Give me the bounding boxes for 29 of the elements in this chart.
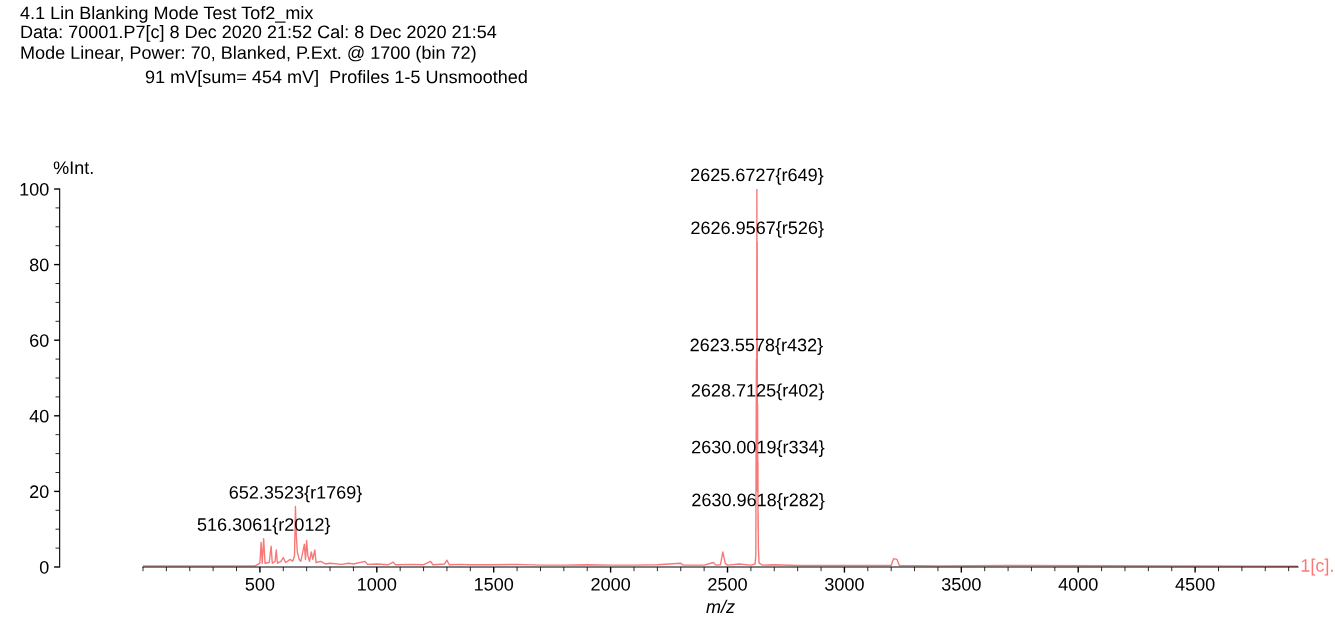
annotation: 652.3523{r1769} — [229, 485, 362, 503]
x-tick-label: 1000 — [358, 577, 397, 591]
annotation: 2623.5578{r432} — [690, 338, 823, 355]
x-tick-label: 2000 — [591, 577, 630, 591]
annotation: 2628.7125{r402} — [691, 383, 825, 401]
y-tick-label: 20 — [30, 485, 49, 499]
annotation: 2625.6727{r649} — [691, 168, 824, 185]
y-axis-title: %Int. — [53, 161, 93, 175]
x-tick-label: 3500 — [941, 577, 981, 591]
x-tick-label: 4000 — [1058, 577, 1098, 591]
annotation: 2626.9567{r526} — [691, 220, 824, 238]
y-tick-label: 40 — [29, 409, 49, 423]
x-tick-label: 500 — [245, 577, 275, 591]
x-tick-label: 3000 — [825, 577, 864, 591]
x-tick-label: 4500 — [1175, 577, 1215, 591]
y-tick-label: 100 — [20, 182, 49, 196]
text: 91 mV[sum= 454 mV] Profiles 1-5 Unsmoothed — [145, 70, 527, 87]
annotation: 2630.9618{r282} — [692, 493, 825, 510]
y-tick-label: 80 — [29, 258, 49, 272]
y-tick-label: 60 — [30, 334, 49, 347]
y-tick-label: 0 — [39, 560, 49, 574]
annotation: 2630.0019{r334} — [692, 440, 825, 457]
x-tick-label: 1500 — [475, 577, 514, 591]
chart-subtitle: Data: 70001.P7[c] 8 Dec 2020 21:52 Cal: 8 Dec 2020 21:54 Mode Linear, Power: 70, Blanked, P.Ext. @ 1700 (bin 72) — [21, 25, 497, 63]
text: 1[c]. — [1301, 558, 1333, 576]
annotation: 516.3061{r2012} — [197, 517, 331, 535]
chart-title: 4.1 Lin Blanking Mode Test Tof2_mix — [20, 6, 314, 23]
x-tick-label: 2500 — [708, 577, 747, 591]
x-axis-title: m/z — [706, 599, 735, 614]
